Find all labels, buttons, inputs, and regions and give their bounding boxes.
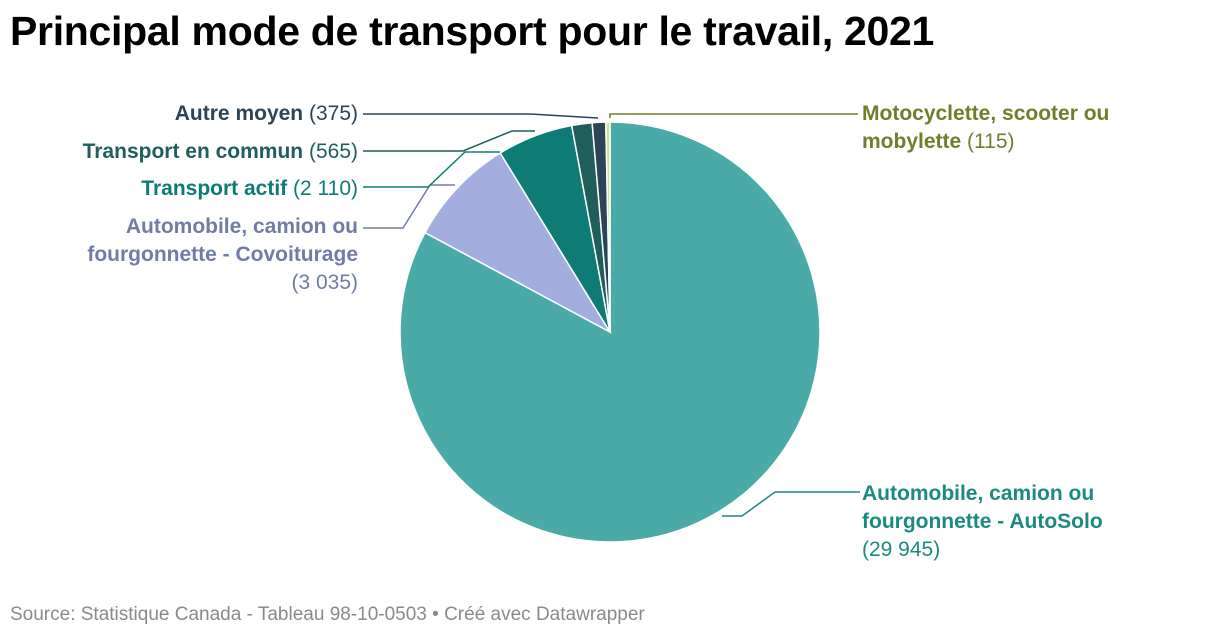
label-covoit-line2: fourgonnette - Covoiturage [87, 243, 358, 266]
label-covoit-value: (3 035) [291, 271, 358, 294]
label-moto-value: (115) [967, 130, 1015, 153]
label-actif-value: (2 110) [293, 177, 358, 200]
label-covoit: Automobile, camion ou fourgonnette - Cov… [87, 213, 358, 297]
leader-line-actif [363, 151, 500, 188]
leader-line-moto [609, 113, 858, 118]
label-autosolo-line2: fourgonnette - AutoSolo [862, 510, 1103, 533]
label-commun: Transport en commun (565) [83, 138, 358, 166]
label-autre-name: Autre moyen [174, 102, 304, 125]
label-moto: Motocyclette, scooter ou mobylette (115) [862, 100, 1109, 156]
label-autre-value: (375) [308, 102, 358, 125]
label-autosolo-line1: Automobile, camion ou [862, 482, 1095, 505]
label-moto-line2: mobylette [862, 130, 962, 153]
pie-slice-moto [605, 121, 611, 333]
pie-chart [363, 113, 860, 543]
label-actif: Transport actif (2 110) [141, 175, 358, 203]
label-autre: Autre moyen (375) [175, 100, 358, 128]
label-commun-value: (565) [308, 140, 358, 163]
pie-slice-covoit [423, 151, 613, 334]
label-commun-name: Transport en commun [82, 140, 304, 163]
leader-line-commun [363, 130, 535, 152]
leader-line-covoit [363, 184, 455, 229]
label-autosolo: Automobile, camion ou fourgonnette - Aut… [862, 480, 1103, 564]
label-covoit-line1: Automobile, camion ou [125, 215, 358, 238]
leader-line-autre [363, 113, 599, 119]
chart-title: Principal mode de transport pour le trav… [10, 8, 935, 54]
label-moto-line1: Motocyclette, scooter ou [862, 102, 1110, 125]
source-note: Source: Statistique Canada - Tableau 98-… [10, 604, 645, 625]
leader-line-autosolo [722, 491, 860, 517]
label-actif-name: Transport actif [141, 177, 288, 200]
label-autosolo-value: (29 945) [862, 538, 941, 561]
